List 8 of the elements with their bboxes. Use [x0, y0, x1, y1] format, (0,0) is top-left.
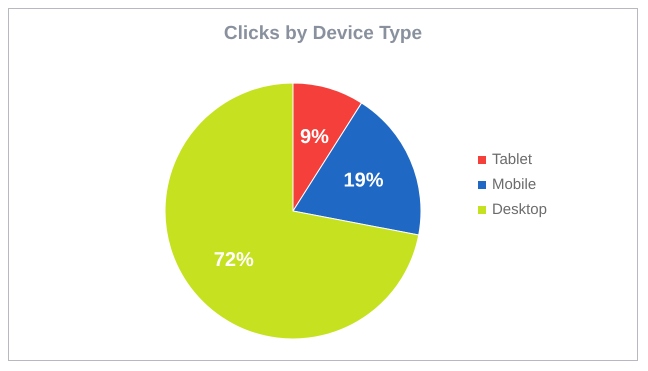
data-label: 72% [214, 248, 254, 271]
data-label: 19% [343, 170, 384, 192]
legend-label: Mobile [492, 176, 536, 193]
chart-title: Clicks by Device Type [222, 23, 424, 45]
data-label: 9% [300, 126, 330, 148]
legend-label: Desktop [492, 201, 547, 218]
pie-slice [164, 82, 420, 340]
legend-label: Tablet [492, 151, 532, 168]
